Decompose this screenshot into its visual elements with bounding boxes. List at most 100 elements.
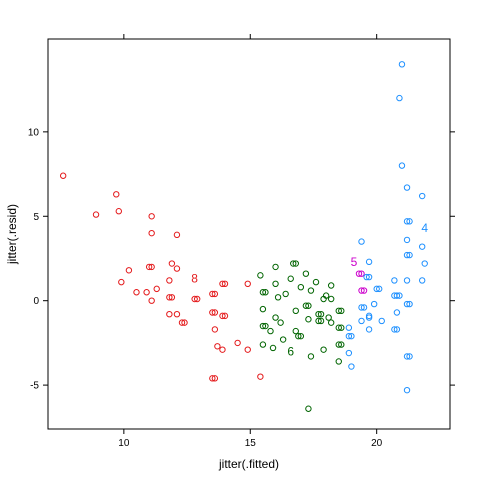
- data-point: [113, 191, 120, 198]
- x-axis-title: jitter(.fitted): [218, 457, 279, 471]
- data-point: [421, 260, 428, 267]
- data-point: [373, 285, 380, 293]
- data-point: [391, 277, 398, 284]
- data-point: [173, 231, 181, 239]
- x-tick-label: 10: [118, 438, 130, 449]
- data-point: [403, 218, 411, 225]
- data-point: [302, 302, 310, 309]
- data-point: [259, 341, 267, 348]
- data-point: [115, 208, 122, 215]
- group-label: 5: [351, 255, 358, 269]
- data-point: [166, 310, 173, 318]
- group-label: 8: [191, 272, 198, 286]
- data-point: [406, 251, 413, 259]
- data-point: [403, 386, 411, 394]
- data-point: [403, 251, 411, 259]
- data-point: [173, 265, 181, 272]
- x-tick-label: 20: [371, 438, 383, 449]
- data-point: [209, 375, 216, 382]
- x-axis: 10 15 20: [118, 34, 383, 449]
- data-point: [403, 300, 411, 308]
- data-point: [211, 290, 219, 298]
- data-point: [325, 314, 332, 321]
- data-point: [418, 192, 426, 200]
- data-point: [355, 270, 363, 277]
- data-point: [348, 363, 355, 370]
- data-point: [279, 336, 287, 343]
- data-point: [272, 263, 279, 271]
- data-point: [211, 309, 219, 316]
- data-point: [221, 312, 229, 320]
- data-point: [307, 353, 315, 360]
- data-point: [335, 307, 342, 315]
- data-point: [360, 304, 368, 311]
- data-point: [181, 319, 188, 326]
- data-point: [370, 300, 378, 308]
- group-label: 4: [421, 221, 428, 235]
- data-point: [257, 373, 264, 380]
- data-point: [317, 310, 325, 318]
- data-point: [406, 218, 413, 225]
- data-point: [360, 287, 368, 294]
- data-point: [259, 289, 267, 296]
- data-point: [391, 292, 398, 299]
- y-tick-label: 10: [28, 127, 40, 138]
- data-point: [272, 280, 279, 288]
- data-point: [358, 287, 365, 294]
- data-point: [259, 322, 267, 330]
- y-axis: -5 0 5 10: [28, 127, 455, 392]
- data-point: [320, 346, 327, 353]
- data-point: [335, 324, 342, 331]
- plot-frame: [47, 38, 451, 430]
- data-point: [219, 280, 226, 288]
- data-point: [338, 307, 345, 315]
- data-point: [143, 289, 150, 296]
- data-point: [358, 238, 365, 245]
- data-point: [259, 305, 267, 313]
- data-point: [403, 236, 411, 244]
- data-point: [173, 310, 181, 318]
- data-point: [376, 285, 383, 293]
- data-point: [118, 278, 125, 286]
- data-point: [244, 346, 251, 353]
- data-point: [148, 229, 155, 237]
- data-point: [345, 324, 353, 331]
- data-point: [365, 314, 373, 321]
- data-point: [398, 61, 406, 68]
- data-point: [358, 304, 365, 311]
- data-point: [211, 326, 219, 333]
- data-point: [209, 309, 216, 316]
- data-point: [338, 324, 345, 331]
- data-point: [153, 285, 160, 293]
- data-point: [290, 260, 297, 267]
- data-point: [257, 272, 264, 279]
- data-point: [403, 277, 411, 284]
- data-point: [145, 263, 153, 271]
- data-point: [193, 295, 201, 303]
- data-point: [315, 317, 322, 325]
- data-point: [148, 297, 155, 304]
- data-point: [168, 260, 176, 267]
- data-point: [272, 314, 279, 321]
- data-point: [307, 287, 315, 294]
- data-point: [315, 310, 322, 318]
- data-point: [345, 332, 353, 340]
- data-point: [345, 349, 353, 357]
- data-point: [418, 243, 426, 250]
- data-point: [234, 339, 241, 347]
- data-point: [393, 326, 401, 333]
- data-point: [418, 277, 426, 284]
- data-point: [148, 263, 155, 271]
- data-point: [398, 162, 406, 169]
- y-tick-label: -5: [30, 381, 39, 392]
- data-point: [133, 289, 140, 296]
- data-point: [262, 289, 269, 296]
- data-point: [269, 344, 277, 352]
- data-point: [378, 317, 385, 325]
- data-point: [305, 316, 312, 323]
- x-tick-label: 15: [245, 438, 257, 449]
- data-point: [335, 341, 342, 348]
- group-label: 6: [287, 344, 294, 358]
- data-point: [327, 295, 335, 303]
- data-point: [338, 341, 345, 348]
